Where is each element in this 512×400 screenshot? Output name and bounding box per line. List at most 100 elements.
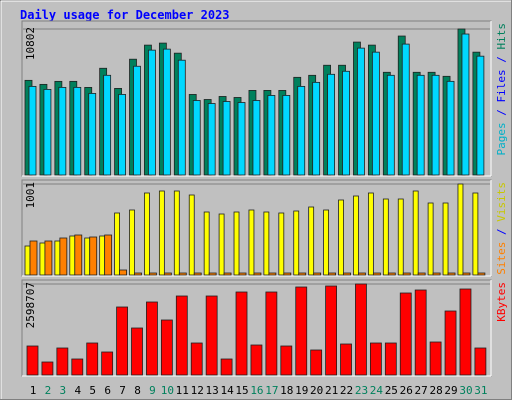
bar bbox=[462, 272, 471, 276]
bar bbox=[218, 213, 225, 276]
bar bbox=[203, 211, 210, 276]
x-tick-label: 4 bbox=[74, 384, 81, 397]
bar bbox=[235, 291, 248, 376]
bar bbox=[148, 49, 156, 176]
bar bbox=[192, 100, 201, 176]
legend-entry: Sites bbox=[495, 242, 508, 275]
bar bbox=[56, 347, 69, 376]
bar bbox=[459, 288, 472, 376]
bar bbox=[59, 237, 68, 276]
x-tick-label: 11 bbox=[176, 384, 189, 397]
legend-separator: / bbox=[495, 222, 508, 242]
bar bbox=[369, 342, 382, 376]
bar bbox=[282, 95, 291, 176]
x-tick-label: 16 bbox=[250, 384, 263, 397]
bar bbox=[133, 65, 141, 176]
bar bbox=[54, 240, 61, 276]
bar bbox=[101, 351, 114, 376]
bar bbox=[69, 235, 76, 276]
bar bbox=[340, 343, 352, 376]
x-tick-label: 29 bbox=[444, 384, 457, 397]
bar bbox=[134, 272, 142, 276]
bar bbox=[310, 349, 323, 376]
x-tick-label: 19 bbox=[295, 384, 308, 397]
bar bbox=[472, 192, 479, 276]
bar bbox=[358, 272, 366, 276]
bar bbox=[384, 342, 397, 376]
bar bbox=[84, 237, 91, 276]
bar bbox=[283, 272, 292, 276]
x-tick-label: 2 bbox=[45, 384, 52, 397]
x-tick-label: 21 bbox=[325, 384, 338, 397]
bar bbox=[357, 47, 365, 176]
bar bbox=[325, 285, 338, 376]
y-tick-label: 2598707 bbox=[24, 282, 37, 328]
bar bbox=[253, 272, 262, 276]
x-tick-label: 26 bbox=[400, 384, 413, 397]
x-tick-label: 13 bbox=[206, 384, 219, 397]
legend: Pages / Files / Hits bbox=[495, 23, 508, 156]
bar bbox=[371, 51, 380, 176]
bar bbox=[44, 240, 53, 276]
x-tick-label: 28 bbox=[429, 384, 442, 397]
bar bbox=[71, 358, 84, 376]
bar bbox=[313, 272, 322, 276]
bar bbox=[280, 345, 293, 376]
x-tick-label: 1 bbox=[30, 384, 37, 397]
bar bbox=[39, 242, 46, 276]
bar bbox=[372, 272, 381, 276]
bar bbox=[295, 286, 308, 376]
bar bbox=[252, 100, 261, 176]
bar bbox=[461, 33, 470, 176]
bar bbox=[265, 291, 278, 376]
bar bbox=[476, 55, 485, 176]
bar bbox=[238, 272, 247, 276]
bar bbox=[158, 190, 165, 276]
bar bbox=[163, 272, 172, 276]
bar bbox=[24, 245, 31, 276]
bar bbox=[367, 192, 374, 276]
legend-entry: Hits bbox=[495, 23, 508, 50]
bar bbox=[103, 74, 112, 176]
bar bbox=[129, 209, 135, 276]
x-tick-label: 27 bbox=[415, 384, 428, 397]
bar bbox=[28, 85, 37, 176]
bar bbox=[338, 199, 344, 276]
bar bbox=[412, 190, 419, 276]
bar bbox=[220, 358, 233, 376]
bar bbox=[417, 272, 426, 276]
bar bbox=[442, 202, 449, 276]
bar bbox=[386, 74, 395, 176]
x-tick-label: 15 bbox=[235, 384, 248, 397]
bar bbox=[444, 310, 457, 376]
bar bbox=[293, 210, 300, 276]
bar bbox=[41, 361, 54, 376]
bar bbox=[222, 101, 231, 176]
legend-separator: / bbox=[495, 103, 508, 123]
bar bbox=[26, 345, 39, 376]
bar bbox=[477, 272, 486, 276]
bar bbox=[402, 272, 411, 276]
bar bbox=[193, 272, 202, 276]
x-tick-label: 6 bbox=[104, 384, 111, 397]
x-tick-label: 30 bbox=[459, 384, 472, 397]
legend: KBytes bbox=[495, 282, 508, 322]
bar bbox=[446, 80, 455, 176]
bar bbox=[268, 272, 277, 276]
bar bbox=[414, 289, 427, 376]
legend: Sites / Visits bbox=[495, 182, 508, 275]
bar bbox=[118, 94, 126, 176]
bar bbox=[397, 198, 404, 276]
x-tick-label: 17 bbox=[265, 384, 278, 397]
bar bbox=[237, 102, 246, 176]
bar bbox=[432, 272, 441, 276]
bar bbox=[387, 272, 396, 276]
legend-entry: KBytes bbox=[495, 282, 508, 322]
bar bbox=[223, 272, 232, 276]
x-tick-label: 23 bbox=[355, 384, 368, 397]
bar bbox=[308, 206, 315, 276]
bar bbox=[457, 183, 464, 276]
x-tick-label: 22 bbox=[340, 384, 353, 397]
bar bbox=[328, 272, 337, 276]
